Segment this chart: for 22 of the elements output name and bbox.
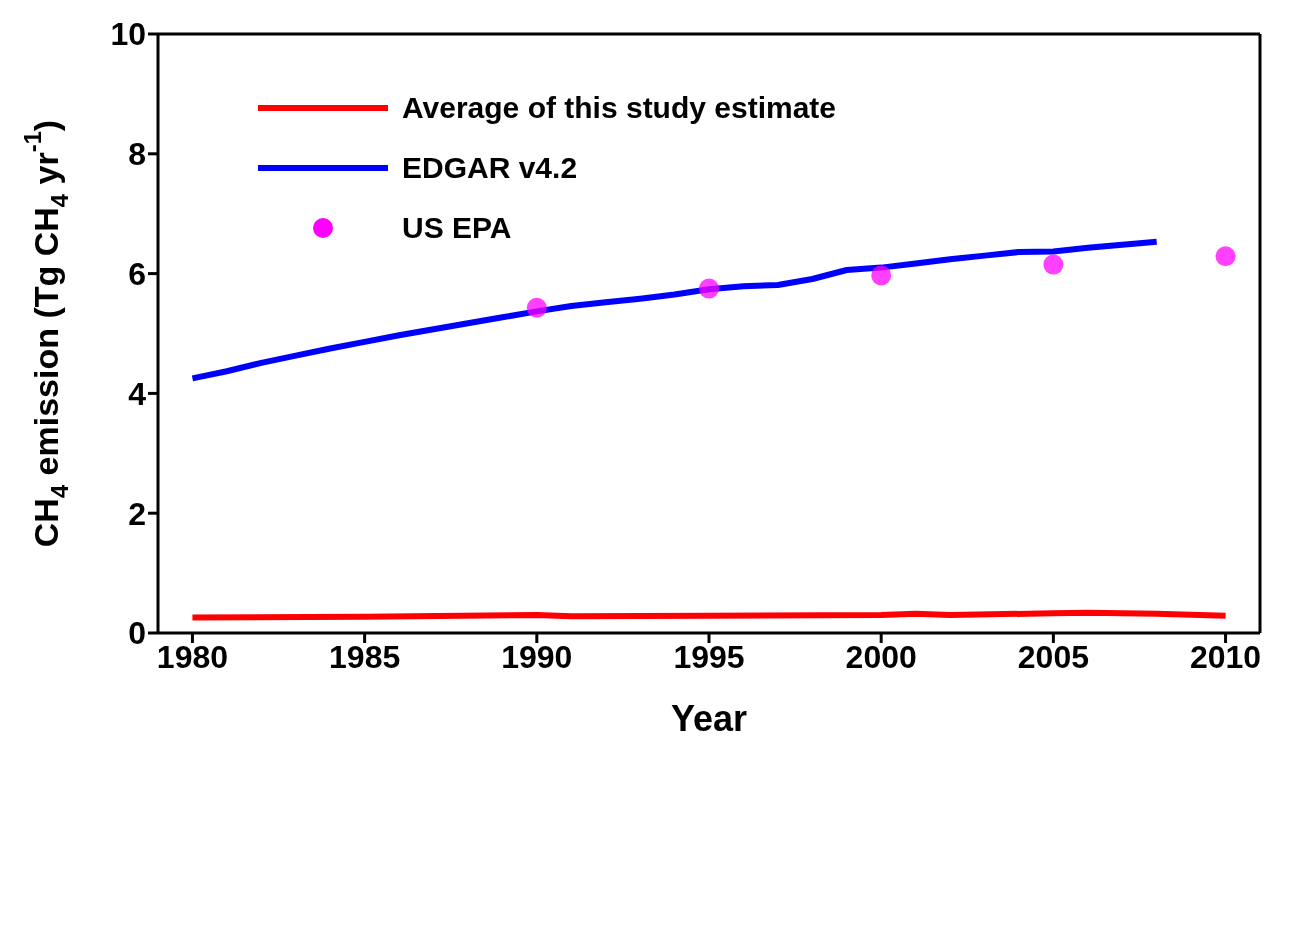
x-tick-label: 1985 xyxy=(329,638,401,675)
x-tick-label: 2005 xyxy=(1017,638,1089,675)
x-tick-label: 1980 xyxy=(156,638,229,675)
point xyxy=(526,297,547,318)
point xyxy=(1215,246,1236,267)
x-tick-label: 2010 xyxy=(1189,638,1262,675)
legend-label: Average of this study estimate xyxy=(402,91,837,125)
y-tick-label: 8 xyxy=(128,136,146,173)
y-tick-label: 4 xyxy=(128,375,147,412)
point xyxy=(1043,254,1064,275)
legend-label: US EPA xyxy=(402,211,512,245)
y-tick-label: 6 xyxy=(128,255,146,292)
x-axis-title: Year xyxy=(670,698,748,739)
x-tick-label: 1990 xyxy=(501,638,573,675)
x-tick-label: 1995 xyxy=(673,638,745,675)
point xyxy=(871,265,892,286)
y-tick-label: 2 xyxy=(128,495,146,532)
x-tick-label: 2000 xyxy=(845,638,917,675)
y-tick-label: 10 xyxy=(110,16,146,53)
point xyxy=(699,278,719,299)
y-tick-label: 0 xyxy=(128,615,146,652)
legend-label: EDGAR v4.2 xyxy=(402,151,578,185)
